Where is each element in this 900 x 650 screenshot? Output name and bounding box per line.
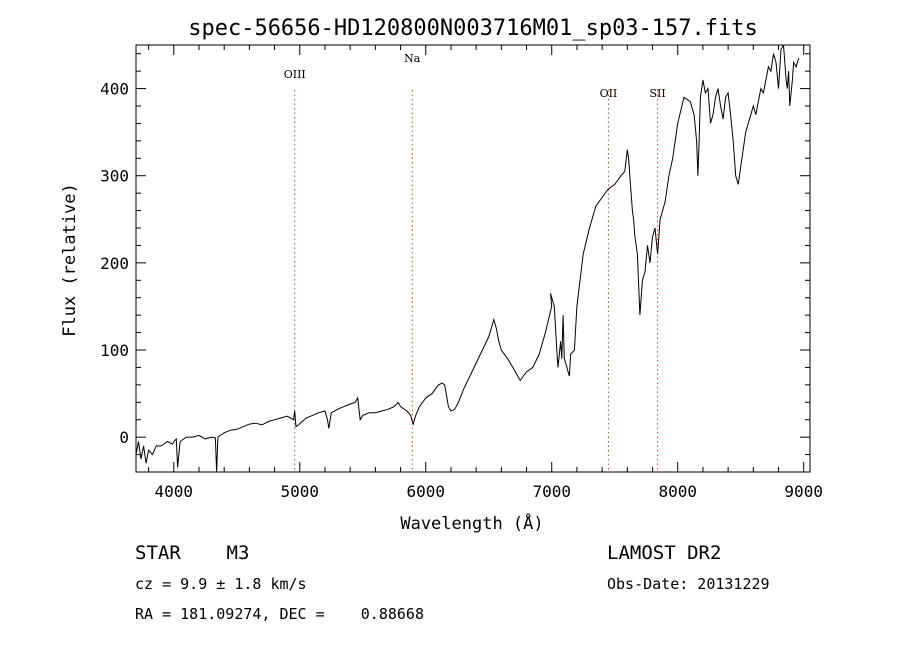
- x-tick-label: 9000: [784, 482, 823, 501]
- x-tick-label: 6000: [406, 482, 445, 501]
- plot-frame: [135, 44, 811, 473]
- line-label-sii: SII: [649, 87, 665, 100]
- object-type: STAR M3: [135, 542, 250, 564]
- chart-title: spec-56656-HD120800N003716M01_sp03-157.f…: [188, 16, 758, 41]
- line-label-oii: OII: [600, 87, 618, 100]
- survey-name: LAMOST DR2: [607, 542, 722, 564]
- y-tick-label: 100: [100, 341, 129, 360]
- x-tick-label: 5000: [281, 482, 320, 501]
- x-tick-label: 8000: [658, 482, 697, 501]
- observation-date: Obs-Date: 20131229: [607, 575, 770, 593]
- line-label-na: Na: [404, 52, 421, 65]
- y-tick-label: 300: [100, 167, 129, 186]
- y-tick-label: 0: [119, 428, 129, 447]
- y-axis-label: Flux (relative): [60, 183, 80, 337]
- spectrum-line: [136, 45, 800, 472]
- x-axis-label: Wavelength (Å): [400, 512, 543, 534]
- x-tick-label: 7000: [532, 482, 571, 501]
- ra-dec: RA = 181.09274, DEC = 0.88668: [135, 605, 424, 623]
- y-tick-label: 400: [100, 80, 129, 99]
- plot-area: 4000 5000 6000 7000 8000 9000 0 100 200 300 400 OII…: [100, 44, 823, 501]
- x-tick-label: 4000: [155, 482, 194, 501]
- y-tick-label: 200: [100, 254, 129, 273]
- redshift-velocity: cz = 9.9 ± 1.8 km/s: [135, 575, 307, 593]
- line-label-oiii: OIII: [284, 68, 306, 81]
